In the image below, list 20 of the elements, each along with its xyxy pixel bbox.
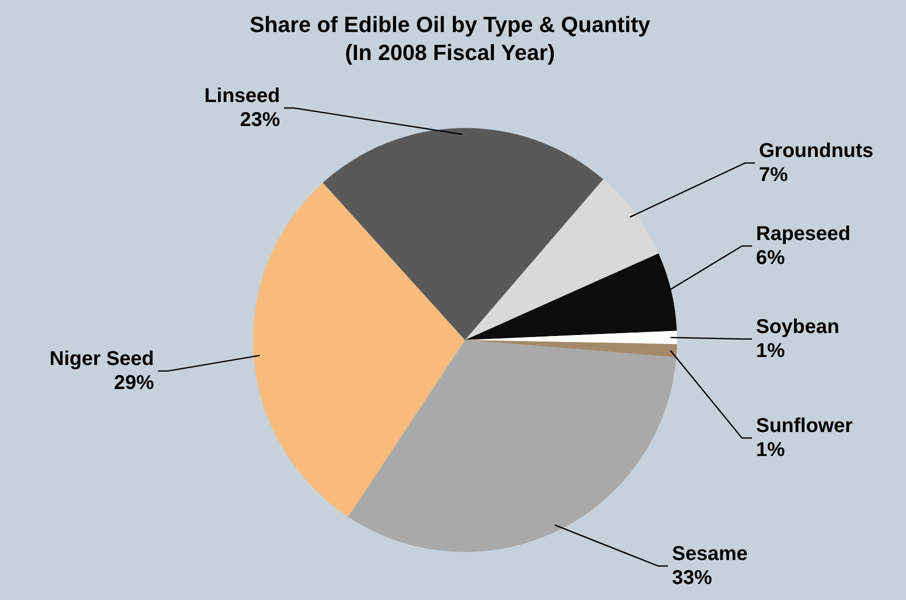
pie-slice bbox=[465, 340, 677, 358]
slice-label: Soybean bbox=[756, 316, 840, 338]
data-label: 6% bbox=[756, 247, 786, 269]
slice-label: Linseed bbox=[204, 85, 280, 107]
pie-slice bbox=[465, 253, 677, 340]
chart-title: Share of Edible Oil by Type & Quantity (In 2008 Fiscal Year) bbox=[250, 12, 652, 65]
slice-label: Rapeseed bbox=[756, 223, 850, 245]
data-label: 7% bbox=[759, 164, 788, 186]
pie-slice bbox=[253, 182, 465, 517]
data-label: 29% bbox=[114, 372, 154, 394]
data-label: 33% bbox=[672, 567, 712, 589]
slice-label: Groundnuts bbox=[759, 140, 874, 162]
slice-label: Niger Seed bbox=[50, 348, 154, 370]
slice-label: Sunflower bbox=[756, 415, 853, 437]
pie-slice bbox=[322, 128, 604, 340]
data-label: 1% bbox=[756, 340, 786, 362]
data-label: 1% bbox=[756, 439, 786, 461]
pie-slice bbox=[465, 179, 659, 340]
data-label: 23% bbox=[240, 109, 280, 131]
slice-label: Sesame bbox=[672, 543, 748, 565]
